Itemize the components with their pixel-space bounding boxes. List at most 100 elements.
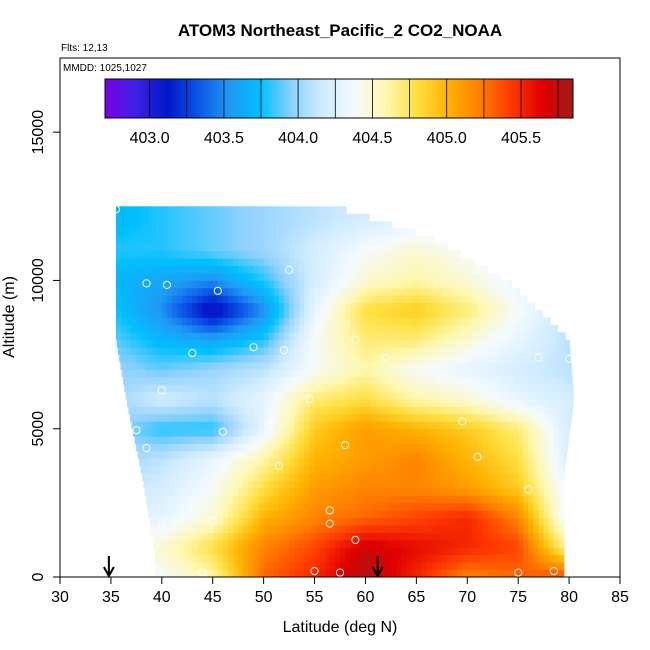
heatmap-cell bbox=[258, 406, 265, 415]
heatmap-cell bbox=[472, 324, 478, 333]
heatmap-cell bbox=[553, 324, 559, 333]
heatmap-cell bbox=[228, 258, 234, 266]
heatmap-cell bbox=[350, 569, 356, 578]
heatmap-cell bbox=[207, 213, 214, 222]
heatmap-cell bbox=[278, 376, 285, 385]
heatmap-cell bbox=[319, 280, 326, 289]
heatmap-cell bbox=[558, 532, 565, 541]
heatmap-cell bbox=[334, 495, 341, 504]
heatmap-cell bbox=[416, 273, 422, 281]
heatmap-cell bbox=[141, 235, 147, 244]
heatmap-cell bbox=[350, 539, 356, 548]
heatmap-cell bbox=[365, 347, 371, 355]
colorbar-segment bbox=[566, 79, 571, 118]
heatmap-cell bbox=[365, 436, 371, 444]
heatmap-cell bbox=[202, 339, 209, 348]
heatmap-cell bbox=[370, 532, 377, 541]
heatmap-cell bbox=[248, 495, 254, 504]
heatmap-cell bbox=[497, 273, 502, 281]
heatmap-cell bbox=[258, 213, 265, 222]
heatmap-cell bbox=[441, 384, 448, 393]
heatmap-cell bbox=[472, 391, 478, 400]
heatmap-cell bbox=[477, 510, 483, 519]
heatmap-cell bbox=[472, 517, 478, 526]
heatmap-cell bbox=[207, 428, 214, 437]
heatmap-cell bbox=[441, 525, 448, 533]
heatmap-cell bbox=[319, 562, 326, 570]
heatmap-cell bbox=[365, 354, 371, 363]
heatmap-cell bbox=[228, 295, 234, 304]
heatmap-cell bbox=[197, 280, 203, 289]
heatmap-cell bbox=[564, 443, 568, 452]
heatmap-cell bbox=[380, 302, 387, 311]
heatmap-cell bbox=[340, 354, 346, 363]
heatmap-cell bbox=[148, 510, 153, 519]
heatmap-cell bbox=[467, 302, 473, 311]
heatmap-cell bbox=[370, 243, 377, 252]
heatmap-cell bbox=[569, 406, 574, 415]
heatmap-cell bbox=[380, 384, 387, 393]
sample-point bbox=[142, 443, 151, 453]
heatmap-cell bbox=[365, 384, 371, 393]
heatmap-cell bbox=[340, 532, 346, 541]
heatmap-cell bbox=[156, 480, 163, 489]
heatmap-cell bbox=[492, 458, 499, 467]
heatmap-cell bbox=[431, 287, 438, 296]
heatmap-cell bbox=[314, 228, 321, 237]
heatmap-cell bbox=[233, 332, 239, 341]
heatmap-cell bbox=[116, 265, 122, 274]
heatmap-cell bbox=[487, 473, 494, 482]
heatmap-cell bbox=[508, 332, 514, 341]
heatmap-cell bbox=[324, 206, 331, 215]
heatmap-cell bbox=[477, 376, 483, 385]
heatmap-cell bbox=[553, 347, 560, 355]
heatmap-cell bbox=[273, 354, 280, 363]
heatmap-cell bbox=[441, 502, 448, 511]
heatmap-cell bbox=[523, 480, 529, 489]
heatmap-cell bbox=[116, 339, 122, 348]
heatmap-cell bbox=[273, 436, 280, 444]
heatmap-cell bbox=[370, 517, 377, 526]
heatmap-cell bbox=[334, 317, 341, 326]
heatmap-cell bbox=[141, 361, 147, 370]
heatmap-cell bbox=[172, 250, 178, 259]
heatmap-cell bbox=[380, 265, 387, 274]
heatmap-cell bbox=[319, 302, 326, 311]
heatmap-cell bbox=[411, 517, 417, 526]
heatmap-cell bbox=[452, 443, 458, 452]
heatmap-cell bbox=[452, 324, 458, 333]
heatmap-cell bbox=[212, 569, 219, 578]
heatmap-cell bbox=[197, 532, 203, 541]
heatmap-cell bbox=[528, 317, 534, 326]
heatmap-cell bbox=[253, 465, 259, 474]
heatmap-cell bbox=[548, 413, 555, 422]
heatmap-cell bbox=[477, 406, 483, 415]
heatmap-cell bbox=[477, 488, 483, 496]
heatmap-cell bbox=[350, 436, 356, 444]
heatmap-cell bbox=[401, 235, 407, 244]
heatmap-cell bbox=[289, 295, 295, 304]
heatmap-cell bbox=[151, 480, 158, 489]
heatmap-cell bbox=[487, 391, 494, 400]
heatmap-cell bbox=[406, 502, 412, 511]
heatmap-cell bbox=[446, 465, 453, 474]
heatmap-cell bbox=[238, 480, 244, 489]
heatmap-cell bbox=[477, 273, 483, 281]
heatmap-cell bbox=[324, 413, 331, 422]
heatmap-cell bbox=[258, 443, 265, 452]
heatmap-cell bbox=[477, 525, 483, 533]
heatmap-cell bbox=[375, 458, 382, 467]
heatmap-cell bbox=[528, 495, 534, 504]
heatmap-cell bbox=[182, 413, 188, 422]
heatmap-cell bbox=[431, 258, 438, 266]
heatmap-cell bbox=[253, 280, 259, 289]
heatmap-cell bbox=[518, 510, 524, 519]
heatmap-cell bbox=[533, 391, 539, 400]
heatmap-cell bbox=[345, 480, 351, 489]
heatmap-cell bbox=[268, 347, 275, 355]
heatmap-cell bbox=[543, 539, 550, 548]
heatmap-cell bbox=[492, 443, 499, 452]
heatmap-cell bbox=[309, 502, 315, 511]
heatmap-cell bbox=[569, 384, 574, 393]
heatmap-cell bbox=[345, 488, 351, 496]
